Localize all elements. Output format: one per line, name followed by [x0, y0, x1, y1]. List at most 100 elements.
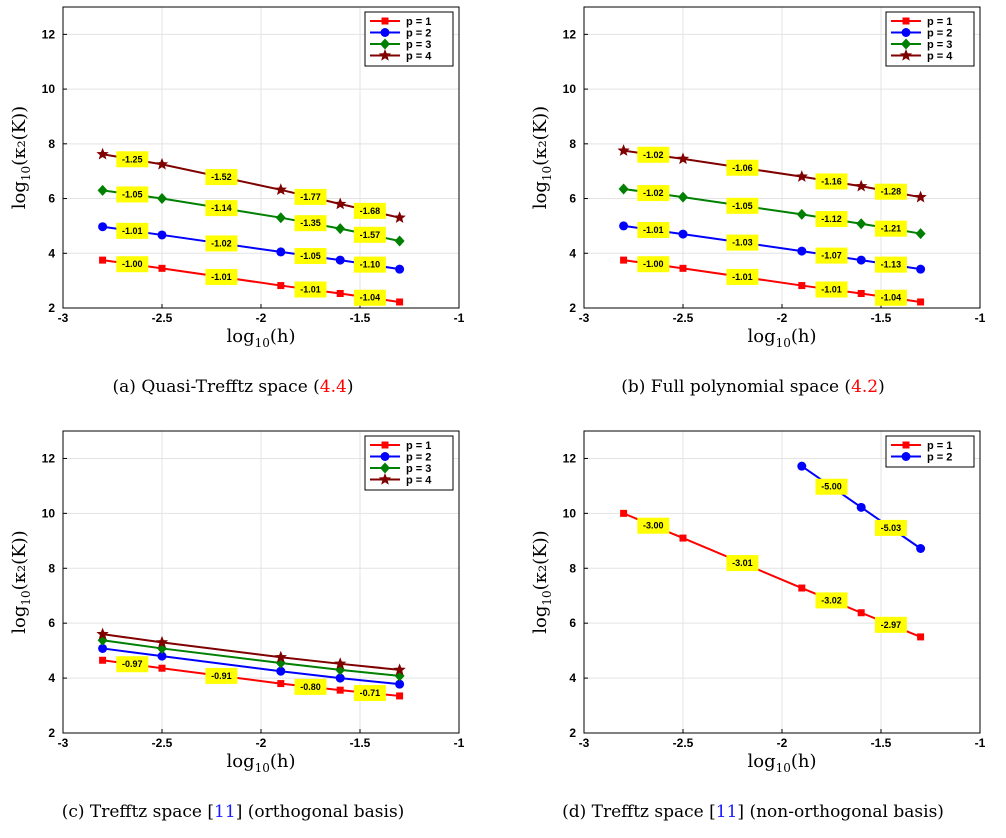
slope-label: -1.68: [353, 202, 386, 219]
data-point: [856, 255, 866, 265]
slope-label-box: [726, 268, 759, 285]
panel-caption: (d) Trefftz space [11] (non-orthogonal b…: [562, 802, 944, 822]
slope-label-box: [726, 197, 759, 214]
legend-label: p = 1: [927, 16, 952, 28]
slope-label-text: -1.01: [732, 272, 753, 282]
legend: p = 1p = 2: [885, 435, 975, 468]
y-axis-label-sub: 10: [540, 166, 554, 181]
y-axis-label-arg: (κ₂(K)): [9, 530, 30, 590]
slope-label: -1.05: [294, 248, 327, 265]
slope-label: -0.97: [116, 656, 149, 673]
slope-label-text: -2.97: [881, 620, 902, 630]
slope-label: -0.71: [353, 685, 386, 702]
slope-label: -1.35: [294, 215, 327, 232]
slope-label-box: [874, 519, 907, 536]
slope-label-box: [116, 256, 149, 273]
legend-marker: [902, 441, 910, 449]
x-tick-label: -1.5: [350, 311, 371, 325]
chart-panel-b: -3 -2.5 -2 -1.5 -124681012log10(h)log10(κ₂(K…: [530, 6, 986, 397]
x-tick-label: -2: [256, 311, 267, 325]
slope-label-box: [116, 222, 149, 239]
legend-marker: [380, 452, 390, 461]
slope-label-text: -1.00: [643, 259, 664, 269]
slope-label: -1.05: [116, 186, 149, 203]
x-tick-label: -2: [777, 736, 788, 750]
slope-label-text: -1.52: [211, 172, 232, 182]
y-axis-label: log10(κ₂(K)): [9, 106, 33, 209]
slope-label-text: -1.13: [881, 260, 902, 270]
y-tick-label: 10: [42, 506, 56, 520]
slope-label-box: [874, 183, 907, 200]
x-axis-label: log10(h): [747, 751, 816, 775]
data-point: [274, 183, 287, 196]
legend-item: p = 2: [891, 452, 952, 464]
slope-label: -0.91: [205, 667, 238, 684]
slope-label: -1.14: [205, 200, 238, 217]
data-point: [855, 179, 868, 192]
slope-label-box: [294, 188, 327, 205]
legend-item: p = 1: [891, 440, 952, 452]
slope-label-text: -1.02: [643, 150, 664, 160]
slope-label-text: -0.71: [360, 688, 381, 698]
legend-marker: [901, 452, 911, 461]
legend-label: p = 2: [927, 452, 952, 464]
legend-label: p = 2: [406, 28, 431, 40]
slope-label-text: -1.16: [821, 176, 842, 186]
slope-label-text: -1.12: [821, 214, 842, 224]
y-axis-label-base: log: [530, 606, 551, 634]
slope-label: -1.10: [353, 256, 386, 273]
data-point: [335, 255, 345, 265]
slope-label-box: [353, 289, 386, 306]
slope-label-text: -1.57: [360, 230, 381, 240]
y-tick-label: 4: [569, 246, 576, 260]
legend-box: [885, 435, 975, 468]
slope-label: -1.77: [294, 188, 327, 205]
y-tick-label: 12: [563, 27, 577, 41]
y-tick-label: 2: [569, 726, 576, 740]
legend: p = 1p = 2p = 3p = 4: [364, 435, 454, 491]
y-tick-label: 12: [42, 27, 56, 41]
slope-label: -2.97: [874, 616, 907, 633]
x-tick-label: -2.5: [673, 736, 694, 750]
legend-marker: [380, 462, 390, 474]
panel-caption: (a) Quasi-Trefftz space (4.4): [113, 377, 354, 397]
legend-label: p = 1: [406, 440, 431, 452]
data-point: [155, 635, 169, 648]
slope-label-box: [874, 256, 907, 273]
data-point: [157, 651, 167, 661]
x-axis-label-sub: 10: [776, 761, 791, 775]
data-point: [915, 228, 926, 240]
slope-label: -1.25: [116, 151, 149, 168]
slope-label-text: -1.28: [881, 187, 902, 197]
y-tick-label: 8: [569, 561, 576, 575]
slope-label: -1.57: [353, 226, 386, 243]
slope-label-text: -1.05: [732, 201, 753, 211]
data-point: [335, 673, 345, 683]
legend-item: p = 1: [370, 440, 431, 452]
slope-label: -1.02: [205, 235, 238, 252]
slope-label-box: [874, 616, 907, 633]
slope-label-box: [815, 592, 848, 609]
data-point: [158, 664, 166, 672]
slope-label-text: -1.10: [360, 260, 381, 270]
legend-label: p = 1: [406, 16, 431, 28]
legend-marker: [380, 38, 390, 50]
data-point: [856, 218, 867, 230]
slope-label: -1.01: [116, 222, 149, 239]
caption-text-end: ): [347, 377, 354, 397]
x-tick-label: -3: [579, 311, 590, 325]
x-tick-label: -3: [58, 311, 69, 325]
legend-item: p = 4: [370, 49, 432, 63]
slope-label-box: [637, 517, 670, 534]
x-tick-label: -1: [454, 736, 465, 750]
data-point: [97, 184, 108, 196]
legend-item: p = 3: [370, 38, 431, 51]
legend-item: p = 1: [370, 16, 431, 28]
slope-label-box: [205, 200, 238, 217]
data-point: [679, 264, 687, 272]
data-point: [158, 264, 166, 272]
x-tick-label: -1: [975, 736, 986, 750]
data-point: [396, 298, 404, 306]
slope-label-text: -1.68: [360, 206, 381, 216]
slope-label-box: [294, 678, 327, 695]
